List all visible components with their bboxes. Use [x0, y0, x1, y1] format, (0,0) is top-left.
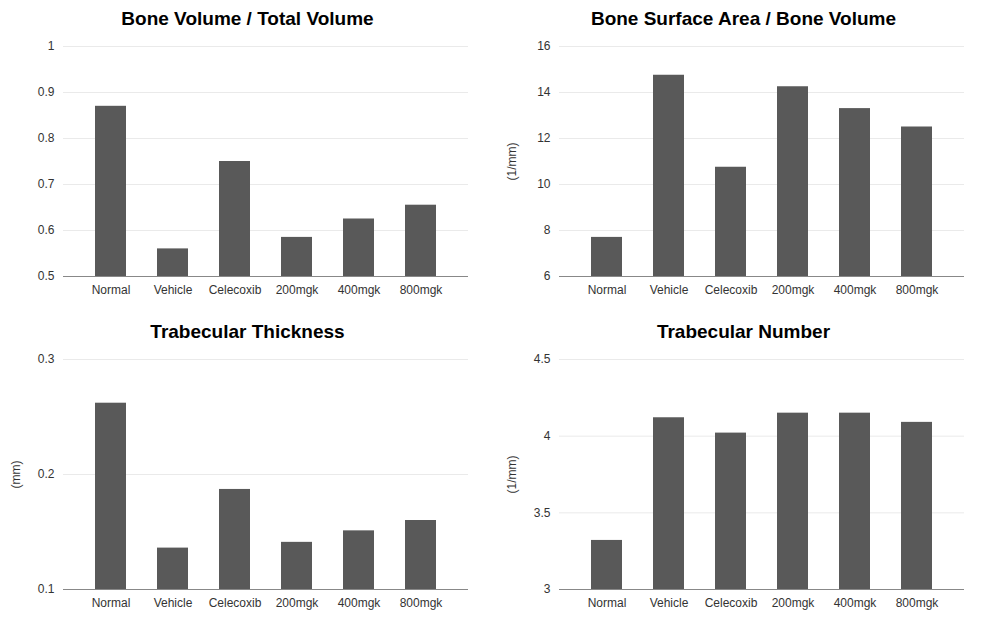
svg-text:0.1: 0.1 [37, 582, 54, 596]
svg-text:Celecoxib: Celecoxib [208, 283, 261, 297]
html-text:Trabecular Thickness: Trabecular Thickness [150, 321, 345, 342]
svg-text:Normal: Normal [587, 596, 626, 610]
svg-text:200mgk: 200mgk [275, 596, 319, 610]
svg-text:1: 1 [47, 39, 54, 53]
svg-text:Normal: Normal [91, 283, 130, 297]
svg-text:800mgk: 800mgk [399, 596, 443, 610]
svg-text:400mgk: 400mgk [833, 283, 877, 297]
svg-text:Celecoxib: Celecoxib [704, 283, 757, 297]
svg-text:0.7: 0.7 [37, 177, 54, 191]
svg-text:Normal: Normal [91, 596, 130, 610]
svg-text:3.5: 3.5 [533, 506, 550, 520]
html-text:Bone Surface Area / Bone Volum: Bone Surface Area / Bone Volume [590, 8, 897, 29]
svg-text:800mgk: 800mgk [399, 283, 443, 297]
svg-text:(1/mm): (1/mm) [505, 456, 519, 494]
svg-text:8: 8 [543, 223, 550, 237]
svg-text:0.5: 0.5 [37, 269, 54, 283]
svg-text:800mgk: 800mgk [895, 596, 939, 610]
svg-text:0.6: 0.6 [37, 223, 54, 237]
svg-text:200mgk: 200mgk [771, 596, 815, 610]
svg-text:0.8: 0.8 [37, 131, 54, 145]
svg-text:(1/mm): (1/mm) [505, 143, 519, 181]
svg-text:0.9: 0.9 [37, 85, 54, 99]
svg-text:Vehicle: Vehicle [153, 283, 192, 297]
svg-text:Vehicle: Vehicle [649, 596, 688, 610]
svg-text:Normal: Normal [587, 283, 626, 297]
svg-text:Celecoxib: Celecoxib [704, 596, 757, 610]
svg-text:6: 6 [543, 269, 550, 283]
svg-text:Vehicle: Vehicle [649, 283, 688, 297]
svg-text:4.5: 4.5 [533, 352, 550, 366]
svg-text:4: 4 [543, 429, 550, 443]
svg-text:3: 3 [543, 582, 550, 596]
svg-text:0.2: 0.2 [37, 467, 54, 481]
svg-text:800mgk: 800mgk [895, 283, 939, 297]
svg-text:14: 14 [537, 85, 551, 99]
html-text:Trabecular Number: Trabecular Number [656, 321, 831, 342]
svg-text:0.3: 0.3 [37, 352, 54, 366]
svg-text:400mgk: 400mgk [833, 596, 877, 610]
html-text:Bone Volume / Total Volume: Bone Volume / Total Volume [121, 8, 374, 29]
svg-text:(mm): (mm) [9, 461, 23, 489]
svg-text:10: 10 [537, 177, 551, 191]
svg-text:200mgk: 200mgk [771, 283, 815, 297]
svg-text:16: 16 [537, 39, 551, 53]
svg-text:Vehicle: Vehicle [153, 596, 192, 610]
svg-text:400mgk: 400mgk [337, 283, 381, 297]
svg-text:Celecoxib: Celecoxib [208, 596, 261, 610]
svg-text:12: 12 [537, 131, 551, 145]
svg-text:200mgk: 200mgk [275, 283, 319, 297]
svg-text:400mgk: 400mgk [337, 596, 381, 610]
